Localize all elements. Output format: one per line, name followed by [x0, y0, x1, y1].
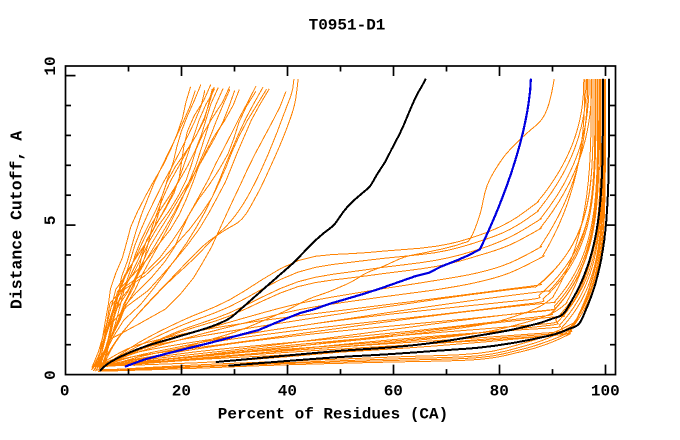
svg-text:Percent of Residues (CA): Percent of Residues (CA)	[218, 406, 448, 424]
svg-text:5: 5	[42, 215, 60, 225]
svg-text:0: 0	[42, 370, 60, 380]
svg-text:40: 40	[278, 383, 297, 401]
svg-text:0: 0	[60, 383, 70, 401]
svg-text:10: 10	[42, 56, 60, 75]
svg-text:T0951-D1: T0951-D1	[309, 17, 386, 35]
svg-text:Distance Cutoff, A: Distance Cutoff, A	[8, 131, 27, 309]
svg-text:80: 80	[490, 383, 509, 401]
svg-text:100: 100	[591, 383, 620, 401]
svg-text:60: 60	[384, 383, 403, 401]
svg-text:20: 20	[172, 383, 191, 401]
